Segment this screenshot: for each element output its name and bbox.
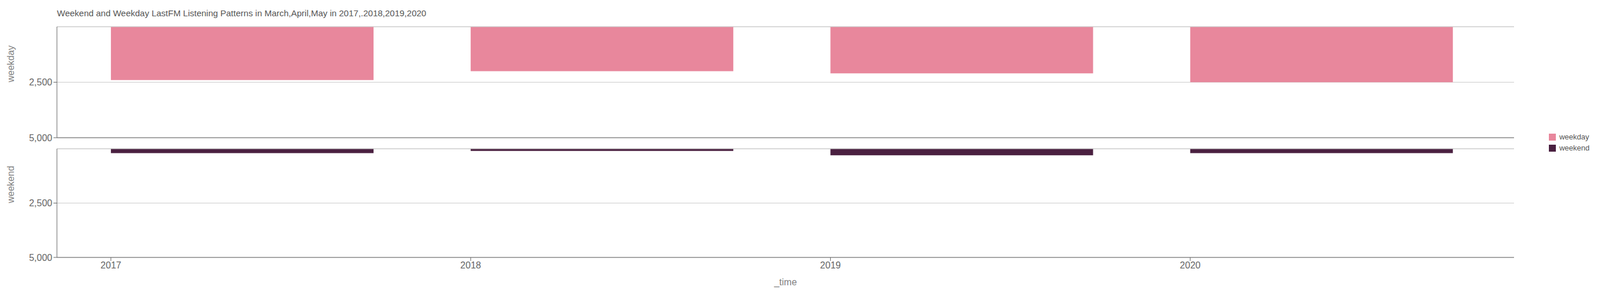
html-text:Weekend and Weekday LastFM Lis: Weekend and Weekday LastFM Listening Pat… — [56, 8, 427, 19]
svg-text:weekday: weekday — [5, 45, 16, 83]
svg-text:5,000: 5,000 — [29, 133, 53, 143]
svg-text:weekend: weekend — [5, 165, 16, 204]
svg-text:_time: _time — [773, 277, 797, 288]
svg-text:2017: 2017 — [100, 260, 122, 271]
svg-text:5,000: 5,000 — [29, 252, 53, 263]
svg-text:2020: 2020 — [1179, 260, 1201, 271]
svg-text:2018: 2018 — [460, 260, 482, 271]
html-text:weekend: weekend — [1559, 143, 1590, 153]
html-text:weekday: weekday — [1559, 132, 1590, 142]
svg-text:2,500: 2,500 — [29, 198, 53, 208]
svg-text:2,500: 2,500 — [29, 77, 53, 88]
svg-text:2019: 2019 — [820, 260, 842, 271]
